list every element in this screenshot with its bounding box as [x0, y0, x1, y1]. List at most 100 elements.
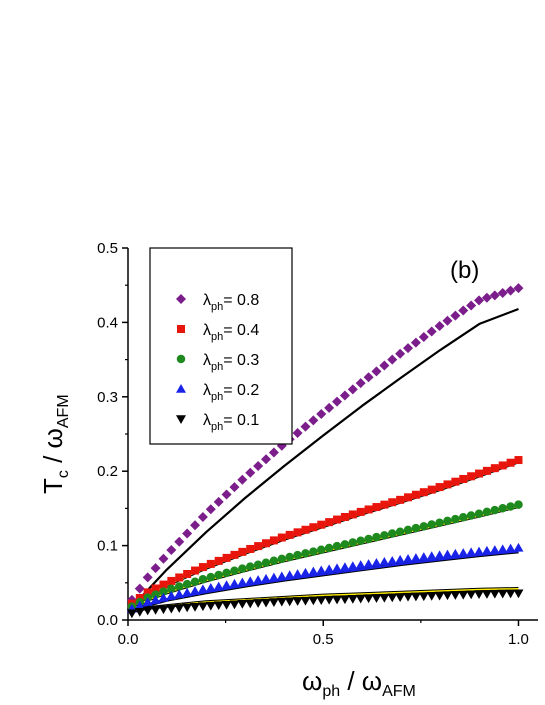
- y-tick-label: 0.2: [97, 463, 118, 480]
- data-point: [134, 608, 145, 617]
- data-point: [214, 570, 223, 580]
- data-point: [332, 541, 342, 551]
- data-point: [347, 561, 358, 570]
- data-point: [309, 547, 318, 556]
- data-point: [126, 609, 137, 619]
- data-point: [435, 483, 444, 492]
- data-point: [403, 592, 414, 602]
- data-point: [396, 495, 405, 504]
- data-point: [513, 589, 524, 599]
- data-point: [489, 290, 500, 301]
- data-point: [190, 577, 200, 586]
- legend-label: λph= 0.2: [203, 382, 259, 403]
- data-point: [474, 546, 485, 556]
- data-point: [213, 496, 224, 507]
- data-point: [277, 554, 287, 564]
- data-point: [426, 326, 437, 337]
- data-point: [237, 577, 248, 587]
- data-point: [221, 600, 232, 610]
- data-point: [293, 550, 302, 560]
- data-point: [363, 372, 374, 383]
- data-point: [308, 566, 319, 576]
- data-point: [182, 603, 193, 613]
- data-point: [292, 427, 303, 438]
- data-point: [166, 604, 177, 614]
- data-point: [229, 482, 240, 493]
- x-axis-title-sub2: AFM: [382, 683, 416, 700]
- data-point: [387, 555, 398, 565]
- data-point: [450, 548, 461, 558]
- data-point: [355, 594, 366, 604]
- x-tick-label: 0.5: [313, 631, 334, 648]
- data-point: [191, 566, 200, 575]
- y-axis-title: Tc / ωAFM: [38, 394, 72, 494]
- data-point: [206, 572, 216, 582]
- data-point: [395, 554, 406, 564]
- data-point: [388, 498, 397, 507]
- data-point: [458, 548, 469, 557]
- data-point: [333, 515, 342, 524]
- data-point: [134, 583, 145, 594]
- data-point: [387, 529, 397, 538]
- data-point: [167, 584, 176, 594]
- data-point: [514, 500, 523, 509]
- data-point: [261, 558, 271, 567]
- data-point: [497, 589, 508, 599]
- data-point: [237, 474, 248, 485]
- data-point: [505, 543, 516, 553]
- data-point: [222, 568, 231, 578]
- data-point: [158, 553, 169, 564]
- data-point: [284, 570, 295, 580]
- data-point: [459, 474, 468, 483]
- data-point: [182, 528, 193, 539]
- data-point: [482, 466, 491, 475]
- data-point: [395, 593, 406, 602]
- data-point: [364, 505, 373, 514]
- data-point: [403, 525, 413, 535]
- y-tick-label: 0.0: [97, 612, 118, 629]
- data-point: [285, 530, 294, 539]
- legend-label: λph= 0.8: [203, 292, 259, 313]
- data-point: [253, 599, 264, 608]
- data-point: [395, 348, 406, 359]
- data-point: [332, 396, 343, 407]
- data-point: [371, 558, 382, 567]
- data-point: [482, 507, 492, 517]
- data-point: [166, 545, 177, 556]
- data-point: [167, 576, 176, 585]
- data-point: [308, 596, 319, 606]
- legend: λph= 0.8 λph= 0.4 λph= 0.3 λph= 0.2 λph= 0.1: [149, 247, 293, 445]
- data-point: [245, 562, 255, 571]
- y-tick-label: 0.5: [97, 240, 118, 257]
- data-point: [182, 579, 192, 589]
- data-point: [205, 504, 216, 515]
- data-point: [268, 598, 279, 607]
- data-point: [221, 580, 232, 589]
- data-point: [205, 601, 216, 611]
- data-point: [347, 384, 358, 395]
- data-point: [324, 595, 335, 605]
- data-point: [301, 549, 310, 558]
- data-point: [451, 477, 460, 486]
- data-point: [450, 310, 461, 321]
- data-point: [285, 552, 294, 562]
- legend-marker: [176, 294, 186, 304]
- data-point: [190, 586, 201, 595]
- data-point: [324, 402, 335, 413]
- data-point: [300, 567, 311, 577]
- data-point: [150, 563, 161, 574]
- data-point: [356, 536, 365, 546]
- data-point: [159, 587, 168, 596]
- data-point: [403, 343, 414, 354]
- data-point: [418, 592, 429, 602]
- data-point: [380, 500, 389, 509]
- data-point: [379, 360, 390, 371]
- data-point: [497, 287, 508, 298]
- data-point: [443, 480, 452, 489]
- data-point: [347, 595, 358, 604]
- data-point: [418, 332, 429, 343]
- data-point: [339, 390, 350, 401]
- legend-marker: [176, 354, 186, 364]
- data-point: [183, 569, 192, 578]
